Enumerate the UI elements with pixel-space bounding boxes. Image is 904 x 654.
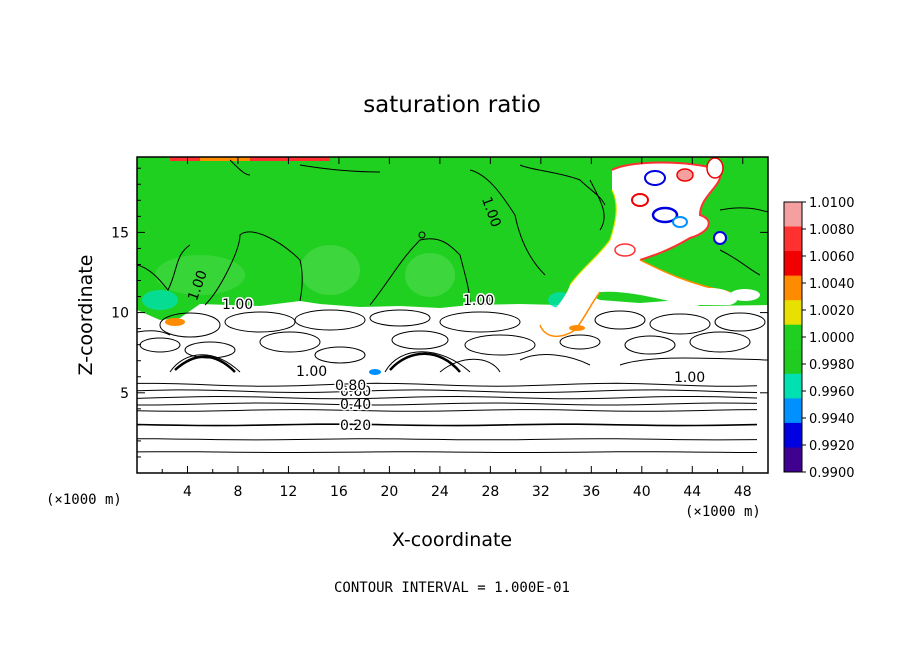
y-tick-label: 5 <box>120 386 129 402</box>
x-tick-label: 44 <box>683 484 701 500</box>
x-tick-label: 48 <box>734 484 752 500</box>
contour-line <box>137 423 758 427</box>
y-axis-label: Z-coordinate <box>75 255 97 376</box>
colorbar-label: 1.0060 <box>809 250 855 265</box>
colorbar-label: 1.0040 <box>809 277 855 292</box>
y-tick-label: 15 <box>111 225 129 241</box>
x-tick-label: 32 <box>532 484 550 500</box>
baseline-contours: 0.20 0.400.600.80 <box>137 376 758 453</box>
cloud-layer-contours <box>137 309 768 373</box>
x-tick-label: 20 <box>380 484 398 500</box>
contour-line <box>137 438 758 441</box>
contour-label: 0.40 <box>340 397 371 413</box>
contour-label: 1.00 <box>296 364 327 380</box>
colorbar-swatch <box>784 275 802 301</box>
x-tick-label: 24 <box>431 484 449 500</box>
colorbar-label: 0.9960 <box>809 385 855 400</box>
plot-area: 0.20 0.400.600.80 <box>137 157 768 473</box>
colorbar-label: 0.9920 <box>809 439 855 454</box>
contour-label: 0.60 <box>340 384 371 400</box>
x-axis: 4 8 12 16 20 24 28 32 36 40 44 48 <box>161 157 752 500</box>
y-axis: 5 10 15 <box>111 167 768 458</box>
contour-label: 1.00 <box>674 370 705 386</box>
x-tick-label: 40 <box>633 484 651 500</box>
colorbar-label: 0.9940 <box>809 412 855 427</box>
x-axis-label: X-coordinate <box>392 529 512 551</box>
colorbar-swatch <box>784 226 802 252</box>
contour-label: 0.20 <box>340 418 371 434</box>
colorbar: 1.0100 1.0080 1.0060 1.0040 1.0020 1.0000 0.99… <box>783 196 855 481</box>
x-tick-label: 8 <box>233 484 242 500</box>
contour-label: 0.80 <box>335 378 366 394</box>
x-tick-label: 4 <box>183 484 192 500</box>
contour-line <box>137 389 758 394</box>
colorbar-swatch <box>784 373 802 399</box>
colorbar-swatch <box>784 349 802 375</box>
chart-title: saturation ratio <box>363 92 541 118</box>
colorbar-label: 0.9900 <box>809 466 855 481</box>
colorbar-label: 0.9980 <box>809 358 855 373</box>
x-tick-label: 16 <box>330 484 348 500</box>
contour-line <box>137 402 758 406</box>
colorbar-swatch <box>784 251 802 277</box>
contour-interval-note: CONTOUR INTERVAL = 1.000E-01 <box>334 580 570 596</box>
colorbar-label: 1.0080 <box>809 223 855 238</box>
contour-line <box>137 395 758 400</box>
contour-label: 1.00 <box>463 293 494 309</box>
colorbar-label: 1.0020 <box>809 304 855 319</box>
x-tick-label: 28 <box>481 484 499 500</box>
plot-frame <box>136 156 769 474</box>
contour-line <box>137 409 758 412</box>
colorbar-label: 1.0100 <box>809 196 855 211</box>
colorbar-label: 1.0000 <box>809 331 855 346</box>
x-unit-label-left: (×1000 m) <box>46 492 122 508</box>
contour-label: 1.00 <box>222 297 253 313</box>
colorbar-swatch <box>784 398 802 424</box>
x-unit-label-right: (×1000 m) <box>685 504 761 520</box>
y-tick-label: 10 <box>111 306 129 322</box>
colorbar-swatch <box>784 447 802 473</box>
colorbar-swatch <box>784 202 802 227</box>
colorbar-swatch <box>784 324 802 350</box>
contour-line <box>137 382 758 387</box>
colorbar-swatch <box>784 300 802 326</box>
x-tick-label: 36 <box>582 484 600 500</box>
contour-line <box>137 451 757 453</box>
upper-contours <box>137 159 768 306</box>
colorbar-swatch <box>784 422 802 448</box>
x-tick-label: 12 <box>280 484 298 500</box>
mixed-region <box>540 162 738 337</box>
